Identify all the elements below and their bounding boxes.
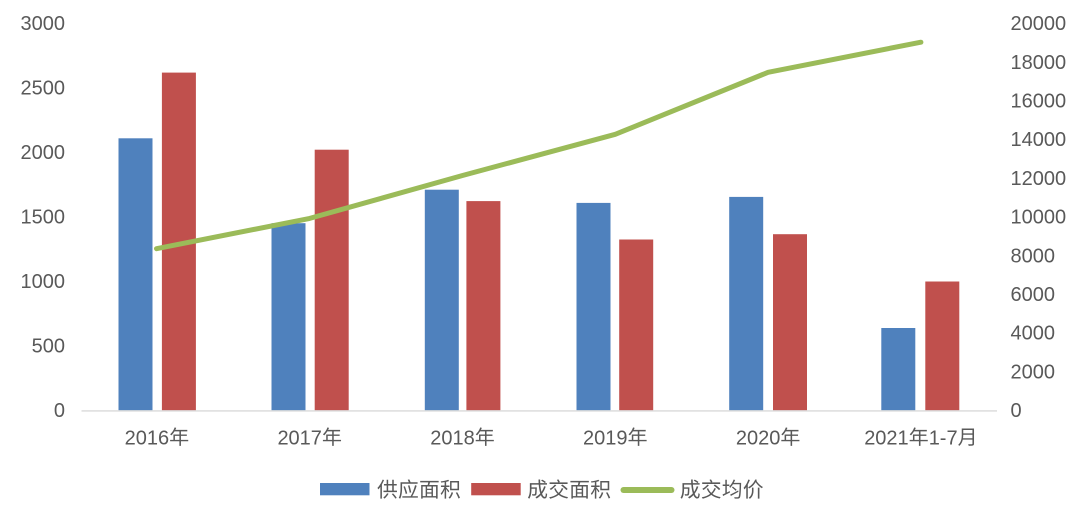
- svg-text:10000: 10000: [1011, 207, 1067, 229]
- svg-text:3000: 3000: [21, 13, 66, 35]
- svg-text:1000: 1000: [21, 271, 66, 293]
- svg-text:18000: 18000: [1011, 52, 1067, 74]
- svg-text:2019: 2019: [583, 427, 628, 449]
- svg-text:20000: 20000: [1011, 13, 1067, 35]
- svg-text:8000: 8000: [1011, 245, 1056, 267]
- svg-text:2000: 2000: [21, 142, 66, 164]
- svg-text:16000: 16000: [1011, 91, 1067, 113]
- svg-text:2017: 2017: [277, 427, 322, 449]
- svg-text:1-7: 1-7: [929, 427, 958, 449]
- svg-text:12000: 12000: [1011, 168, 1067, 190]
- svg-text:6000: 6000: [1011, 284, 1056, 306]
- svg-text:1500: 1500: [21, 207, 66, 229]
- svg-text:2016: 2016: [125, 427, 169, 449]
- svg-text:0: 0: [54, 400, 65, 422]
- svg-text:2500: 2500: [21, 78, 66, 100]
- svg-text:0: 0: [1011, 400, 1022, 422]
- svg-text:2021: 2021: [864, 427, 909, 449]
- svg-text:14000: 14000: [1011, 129, 1067, 151]
- svg-text:500: 500: [32, 336, 65, 358]
- svg-text:4000: 4000: [1011, 323, 1056, 345]
- svg-text:2020: 2020: [736, 427, 781, 449]
- svg-text:2018: 2018: [430, 427, 475, 449]
- svg-text:2000: 2000: [1011, 361, 1056, 383]
